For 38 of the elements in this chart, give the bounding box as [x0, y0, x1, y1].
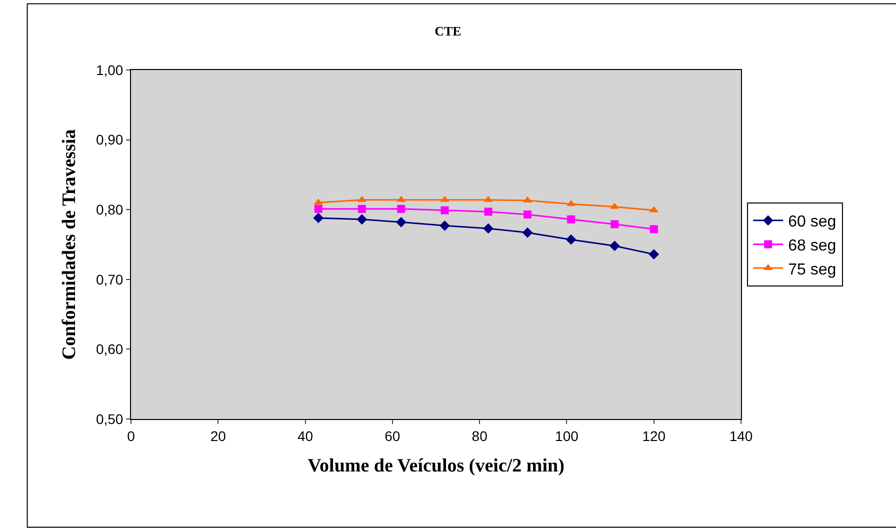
point: [358, 204, 366, 213]
point: [648, 249, 660, 260]
y-tick-label: 0,80: [96, 202, 124, 218]
point: [397, 204, 406, 213]
legend-label: 68 seg: [788, 237, 836, 254]
point: [483, 223, 494, 234]
x-tick-label: 120: [642, 428, 666, 444]
legend-label: 75 seg: [788, 261, 836, 278]
point: [524, 210, 532, 218]
x-tick-label: 80: [472, 428, 488, 444]
point: [609, 240, 620, 252]
point: [440, 220, 450, 231]
point: [522, 227, 533, 238]
x-tick-label: 40: [298, 428, 314, 444]
x-tick-label: 20: [210, 428, 226, 444]
x-tick-label: 0: [127, 428, 136, 444]
point: [567, 215, 576, 224]
x-tick-label: 140: [729, 428, 753, 444]
y-tick-label: 0,90: [96, 132, 124, 148]
point: [566, 234, 576, 245]
chart-title: CTE: [434, 24, 462, 38]
y-axis-title: Conformidades de Travessia: [58, 128, 80, 360]
point: [313, 212, 324, 224]
y-tick-label: 0,70: [96, 271, 124, 288]
point: [356, 214, 368, 225]
x-axis-title: Volume de Veículos (veic/2 min): [308, 456, 564, 477]
point: [610, 220, 619, 228]
point: [396, 216, 406, 228]
point: [314, 204, 322, 213]
x-tick-label: 60: [384, 428, 400, 444]
point: [650, 225, 658, 234]
y-tick-label: 0,50: [96, 410, 124, 427]
y-tick-label: 0,60: [96, 341, 124, 358]
legend-label: 60 seg: [788, 214, 836, 231]
point: [484, 208, 492, 216]
y-tick-label: 1,00: [96, 62, 124, 78]
x-tick-label: 100: [555, 428, 579, 444]
point: [440, 206, 449, 214]
